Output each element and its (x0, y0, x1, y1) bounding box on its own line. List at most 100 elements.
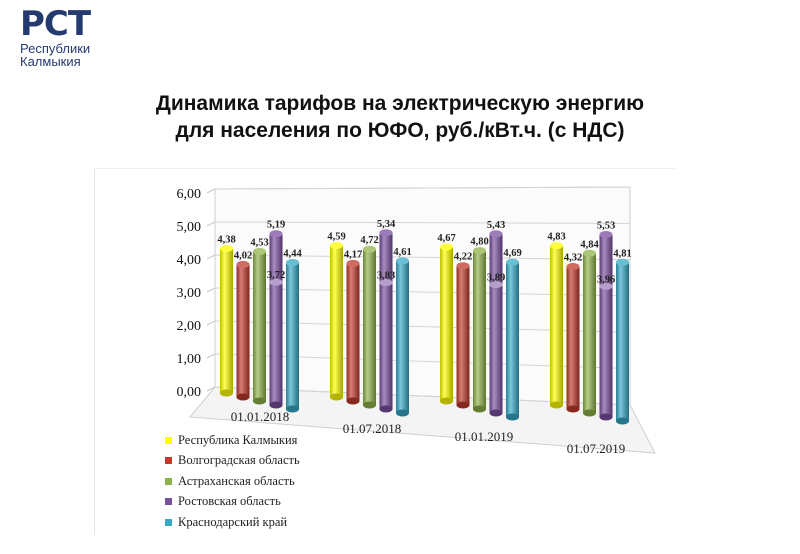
gridline-side (206, 221, 216, 227)
bar-top (489, 230, 503, 238)
bar-top (253, 248, 266, 256)
bar-base (286, 405, 299, 413)
bar-top (583, 249, 596, 257)
x-tick-label: 01.01.2019 (455, 429, 514, 444)
y-tick-label: 0,00 (177, 385, 202, 400)
bar-body (269, 233, 283, 405)
legend-label: Волгоградская область (178, 453, 300, 468)
bar-base (220, 389, 233, 397)
legend-label: Краснодарский край (178, 514, 288, 529)
legend-swatch (165, 457, 172, 465)
data-label: 4,17 (344, 249, 362, 260)
bar-body (379, 232, 393, 409)
bar-body (440, 246, 453, 401)
legend-item: Республика Калмыкия (165, 430, 300, 451)
inner-disc (599, 282, 613, 290)
bar (363, 245, 376, 409)
bar (456, 262, 470, 409)
logo-line-2: Калмыкия (20, 54, 81, 69)
bar-top (473, 247, 486, 255)
data-label: 4,38 (217, 234, 235, 245)
bar-base (269, 401, 283, 409)
bar-body (473, 250, 486, 409)
bar-body (566, 266, 580, 409)
bar-body (346, 263, 360, 401)
x-tick-label: 01.07.2019 (567, 441, 626, 456)
bar-top (506, 258, 519, 266)
data-label: 4,59 (327, 232, 345, 243)
bar-body (506, 262, 519, 417)
bar-base (363, 401, 376, 409)
legend-label: Ростовская область (178, 494, 281, 509)
gridline-side (206, 188, 216, 194)
gridline (214, 186, 631, 190)
data-label: 5,34 (377, 219, 396, 230)
bar-body (583, 253, 596, 413)
bar-chart: 0,00 1,00 2,00 3,00 4,00 5,00 6,00 4,38 4,024,53… (177, 186, 656, 456)
bar-top (286, 258, 299, 266)
y-tick-label: 1,00 (177, 352, 202, 367)
bar (236, 260, 250, 401)
bar (473, 247, 486, 413)
y-tick-label: 5,00 (177, 220, 202, 235)
bar-base (253, 397, 266, 405)
bar-base (583, 409, 596, 417)
gridline-side (206, 320, 216, 326)
bar (346, 259, 360, 405)
y-tick-label: 6,00 (177, 187, 202, 202)
bar (253, 248, 266, 405)
slide-title: Динамика тарифов на электрическую энерги… (0, 90, 800, 144)
bar-body (330, 245, 343, 397)
inner-disc (489, 281, 503, 289)
bar (396, 257, 409, 417)
bar-base (236, 393, 250, 401)
inner-label: 3,96 (597, 274, 615, 285)
bar (286, 258, 299, 413)
data-label: 4,83 (547, 232, 565, 243)
bar-base (473, 405, 486, 413)
inner-disc (379, 279, 393, 287)
data-label: 4,53 (250, 238, 268, 249)
rst-logo: РСТ Республики Калмыкия (20, 6, 120, 68)
chart-frame: 0,00 1,00 2,00 3,00 4,00 5,00 6,00 4,38 4,02 4,53… (94, 168, 675, 535)
legend-swatch (165, 518, 172, 526)
bar-body (456, 265, 470, 405)
bar-base (456, 401, 470, 409)
inner-label: 3,83 (377, 271, 395, 282)
logo-mark: РСТ (20, 4, 91, 44)
data-label: 4,22 (454, 252, 472, 263)
data-label: 4,61 (393, 247, 411, 258)
bar (550, 242, 563, 409)
x-tick-label: 01.07.2018 (343, 421, 402, 436)
bar-body (489, 233, 503, 413)
y-tick-label: 4,00 (177, 253, 202, 268)
bar-top (456, 262, 470, 270)
data-label: 4,84 (580, 239, 599, 250)
data-label: 4,72 (360, 235, 378, 246)
legend-swatch (165, 498, 172, 506)
gridline-side (206, 353, 216, 359)
bar-body (599, 234, 613, 417)
bar-top (599, 231, 613, 239)
bar-base (346, 397, 360, 405)
title-line-1: Динамика тарифов на электрическую энерги… (155, 92, 645, 115)
bar-base (599, 413, 613, 421)
bar-top (379, 229, 393, 237)
legend-item: Астраханская область (165, 471, 300, 492)
data-label: 4,81 (613, 248, 631, 259)
legend-swatch (165, 436, 172, 444)
legend-swatch (165, 477, 172, 485)
bar-base (379, 405, 393, 413)
bar (616, 258, 629, 425)
bar-body (363, 249, 376, 405)
data-label: 4,02 (234, 250, 252, 261)
bar (379, 229, 393, 413)
bar-top (363, 245, 376, 253)
gridline-side (206, 287, 216, 293)
bar-top (566, 262, 580, 270)
bar-top (396, 257, 409, 265)
bar (599, 231, 613, 421)
bar (566, 262, 580, 413)
title-line-2: для населения по ЮФО, руб./кВт.ч. (с НДС… (175, 119, 625, 142)
inner-label: 3,89 (487, 273, 505, 284)
